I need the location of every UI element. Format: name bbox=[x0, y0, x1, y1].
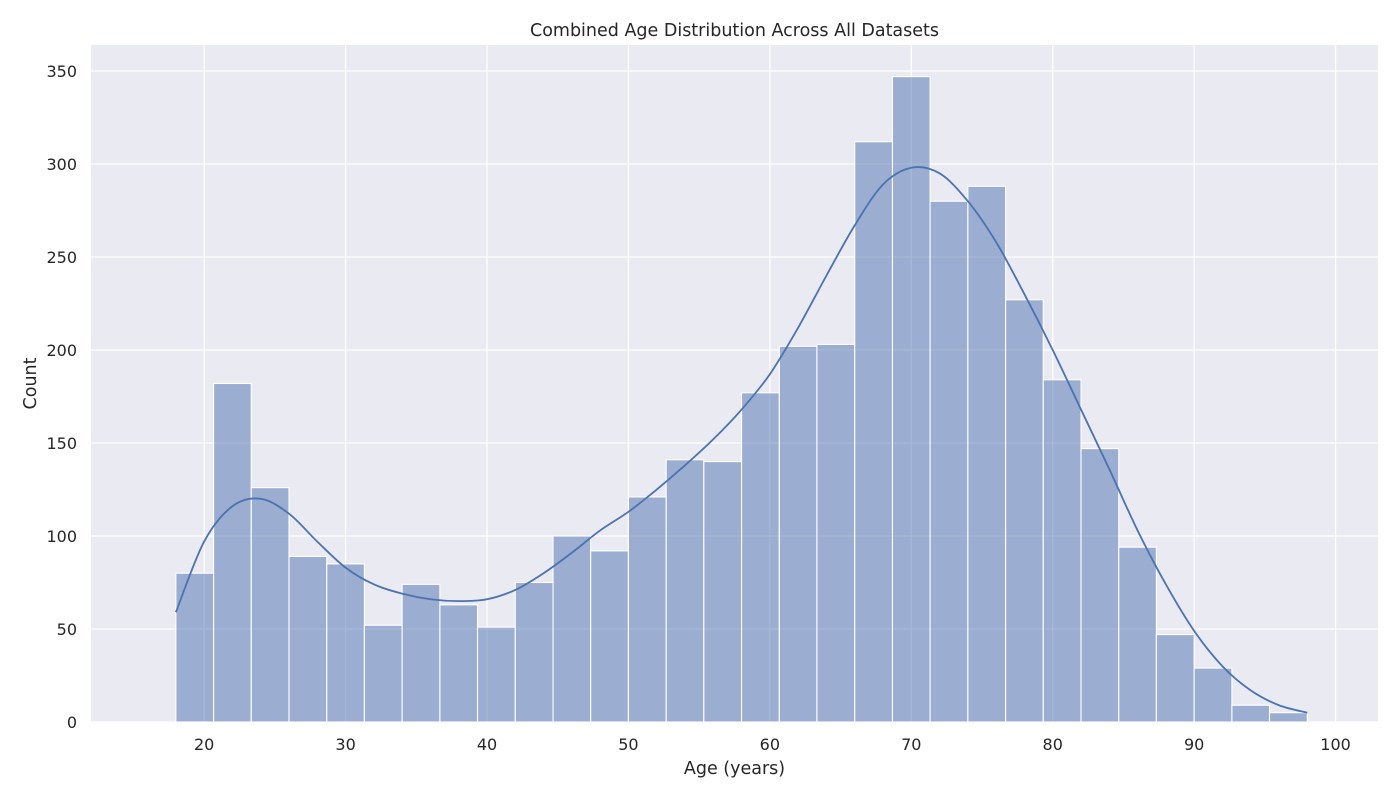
y-tick-label: 350 bbox=[46, 62, 77, 81]
x-tick-label: 70 bbox=[901, 735, 921, 754]
histogram-bar bbox=[288, 555, 328, 723]
histogram-bar bbox=[1080, 448, 1120, 723]
histogram-bar bbox=[929, 200, 969, 723]
histogram-bar bbox=[741, 392, 780, 723]
x-axis-ticks: 20 30 40 50 60 70 80 90 100 bbox=[194, 735, 1351, 754]
x-tick-label: 50 bbox=[618, 735, 638, 754]
x-tick-label: 40 bbox=[477, 735, 497, 754]
y-tick-label: 250 bbox=[46, 248, 77, 267]
histogram-bar bbox=[1193, 667, 1233, 723]
histogram-bar bbox=[967, 185, 1007, 723]
y-tick-label: 300 bbox=[46, 155, 77, 174]
histogram-bar bbox=[514, 581, 554, 723]
histogram-bar bbox=[1118, 546, 1157, 723]
histogram-bar bbox=[439, 604, 479, 723]
histogram-bar bbox=[213, 382, 252, 723]
x-tick-label: 30 bbox=[335, 735, 355, 754]
histogram-bar bbox=[627, 496, 667, 723]
histogram-bars bbox=[175, 76, 1308, 723]
histogram-bar bbox=[590, 550, 629, 723]
histogram-bar bbox=[891, 76, 931, 723]
histogram-bar bbox=[476, 626, 516, 723]
histogram-bar bbox=[1268, 712, 1308, 723]
histogram-bar bbox=[1042, 379, 1082, 723]
histogram-bar bbox=[401, 583, 441, 723]
histogram-bar bbox=[552, 535, 592, 723]
y-tick-label: 50 bbox=[57, 620, 77, 639]
kde-curve bbox=[175, 166, 1308, 714]
y-tick-label: 100 bbox=[46, 527, 77, 546]
y-tick-label: 200 bbox=[46, 341, 77, 360]
chart-title: Combined Age Distribution Across All Dat… bbox=[530, 21, 939, 41]
y-tick-label: 150 bbox=[46, 434, 77, 453]
y-axis-ticks: 0 50 100 150 200 250 300 350 bbox=[46, 62, 77, 732]
histogram-bar bbox=[326, 563, 365, 723]
histogram-bar bbox=[854, 141, 894, 723]
histogram-bar bbox=[363, 624, 403, 723]
histogram-bar bbox=[816, 343, 856, 723]
y-axis-label: Count bbox=[21, 357, 41, 409]
histogram-bar bbox=[1231, 704, 1271, 723]
y-tick-label: 0 bbox=[67, 713, 77, 732]
x-tick-label: 100 bbox=[1320, 735, 1351, 754]
histogram-bar bbox=[703, 461, 743, 723]
x-tick-label: 20 bbox=[194, 735, 214, 754]
histogram-bar bbox=[250, 487, 290, 723]
x-tick-label: 90 bbox=[1184, 735, 1204, 754]
histogram-bar bbox=[1005, 299, 1044, 723]
x-tick-label: 60 bbox=[760, 735, 780, 754]
x-tick-label: 80 bbox=[1043, 735, 1063, 754]
histogram-bar bbox=[665, 459, 705, 723]
histogram-bar bbox=[1155, 634, 1195, 723]
x-axis-label: Age (years) bbox=[684, 759, 785, 779]
histogram-bar bbox=[778, 345, 818, 723]
